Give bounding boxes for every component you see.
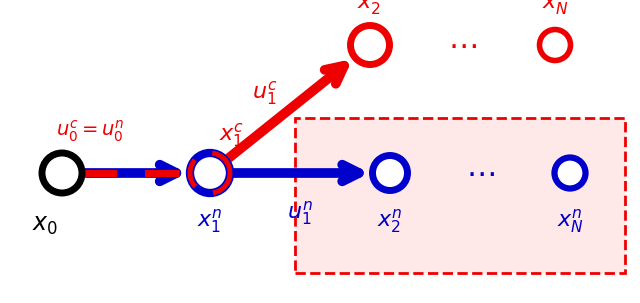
FancyBboxPatch shape — [295, 118, 625, 273]
Text: $x_N^n$: $x_N^n$ — [557, 207, 584, 235]
Text: $x_N^c$: $x_N^c$ — [541, 0, 568, 17]
Text: $x_2^n$: $x_2^n$ — [377, 207, 403, 235]
Text: $u_1^c$: $u_1^c$ — [252, 79, 278, 107]
Text: $u_1^n$: $u_1^n$ — [287, 199, 313, 227]
Circle shape — [351, 25, 390, 65]
Circle shape — [42, 153, 82, 193]
Circle shape — [540, 29, 570, 61]
Text: $x_2^c$: $x_2^c$ — [358, 0, 383, 17]
Text: $x_0$: $x_0$ — [32, 213, 58, 237]
Text: $x_1^c$: $x_1^c$ — [220, 121, 244, 149]
Text: $\cdots$: $\cdots$ — [465, 158, 495, 188]
Circle shape — [190, 153, 230, 193]
Circle shape — [554, 158, 586, 188]
Text: $\cdots$: $\cdots$ — [447, 31, 476, 59]
Text: $u_0^c = u_0^n$: $u_0^c = u_0^n$ — [56, 118, 124, 144]
Text: $x_1^n$: $x_1^n$ — [197, 207, 223, 235]
Circle shape — [372, 155, 408, 191]
